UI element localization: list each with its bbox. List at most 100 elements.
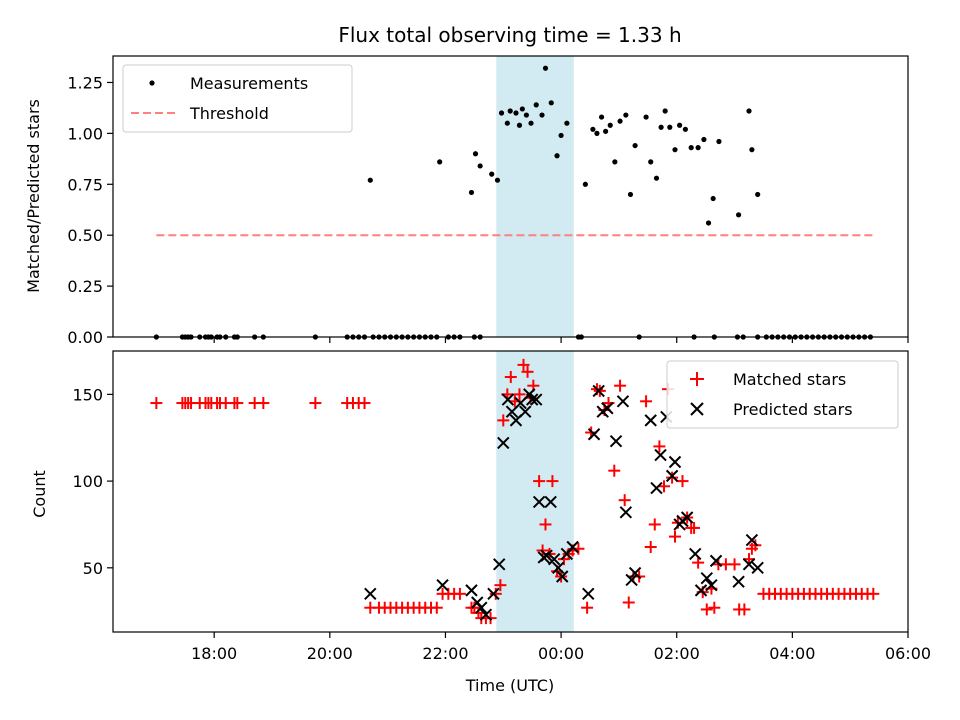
bottom-y-axis-label: Count [30, 470, 49, 518]
predicted-star-point [566, 540, 579, 554]
predicted-star-point [619, 506, 633, 519]
bottom-axes-frame [112, 350, 909, 633]
predicted-star-point [582, 587, 595, 601]
measurement-point [746, 108, 752, 114]
matched-star-point [513, 388, 526, 401]
top-legend-box [122, 64, 353, 133]
predicted-star-point [650, 481, 663, 495]
legend-predicted-label: Predicted stars [733, 400, 853, 419]
predicted-star-point [551, 561, 565, 575]
y-tick-label: 1.25 [67, 73, 103, 92]
measurement-point [548, 100, 554, 106]
predicted-star-point [654, 448, 667, 462]
measurement-point [667, 124, 673, 130]
predicted-star-point [544, 495, 557, 509]
top-x-ticks [213, 337, 909, 343]
predicted-star-point [609, 434, 623, 448]
matched-star-point [614, 379, 627, 392]
matched-star-point [608, 464, 621, 477]
measurement-point [617, 118, 623, 124]
matched-star-point [867, 587, 880, 600]
measurement-point [507, 108, 513, 114]
predicted-star-point [497, 436, 510, 450]
measurement-point [494, 177, 501, 183]
legend-measurements-label: Measurements [190, 74, 308, 93]
predicted-star-point [732, 575, 745, 588]
predicted-star-point [501, 393, 515, 406]
matched-star-point [150, 397, 163, 410]
bottom-panel: 50 100 150 18:00 20:00 22:00 00:00 02:00 04:00 0… [30, 350, 931, 695]
predicted-star-point [364, 587, 377, 601]
measurement-point [498, 110, 505, 116]
measurement-point [468, 189, 475, 196]
x-tick-label: 04:00 [769, 644, 815, 663]
matched-star-point [546, 475, 559, 488]
measurement-point [658, 124, 664, 130]
y-tick-label: 150 [72, 385, 103, 404]
matched-star-point [539, 518, 552, 531]
matched-star-point [640, 395, 653, 408]
matched-star-point [517, 358, 530, 371]
predicted-star-point [556, 570, 569, 583]
measurement-point [648, 159, 654, 165]
matched-star-point [749, 539, 762, 552]
measurement-point [582, 181, 588, 187]
measurement-point [594, 130, 600, 136]
predicted-star-point [530, 393, 543, 406]
matched-star-point [358, 397, 371, 410]
predicted-star-point [616, 395, 630, 408]
measurement-point [662, 108, 668, 114]
measurement-point [528, 120, 534, 126]
measurement-point [653, 175, 660, 181]
predicted-star-point [547, 552, 561, 566]
matched-star-point [453, 587, 466, 600]
matched-star-point [738, 603, 751, 616]
measurement-point [564, 120, 570, 126]
predicted-star-point [540, 549, 553, 562]
legend-threshold-label: Threshold [189, 104, 269, 123]
top-y-ticks: 0.00 0.25 0.50 0.75 1.00 1.25 [67, 73, 113, 347]
measurement-point [533, 102, 539, 108]
x-tick-label: 20:00 [307, 644, 353, 663]
measurement-point [598, 114, 605, 120]
matched-star-point [692, 556, 705, 569]
matched-star-point [618, 494, 631, 507]
predicted-star-point [525, 393, 539, 406]
measurement-point [623, 112, 629, 118]
top-panel: 0.00 0.25 0.50 0.75 1.00 1.25 Matched/Predict… [24, 55, 909, 347]
matched-star-point [676, 475, 689, 488]
top-y-axis-label: Matched/Predicted stars [24, 99, 43, 293]
matched-star-point [504, 371, 517, 384]
predicted-star-point [487, 587, 500, 601]
matched-star-point [658, 480, 671, 493]
matched-star-point [581, 601, 594, 614]
predicted-star-point [436, 578, 449, 592]
legend-predicted-marker [690, 402, 704, 416]
matched-star-point [666, 471, 679, 484]
predicted-star-point [709, 554, 723, 568]
predicted-star-point [587, 428, 601, 441]
predicted-star-point [705, 578, 718, 592]
bottom-x-ticks: 18:00 20:00 22:00 00:00 02:00 04:00 06:00 [191, 632, 931, 663]
x-tick-label: 06:00 [885, 644, 931, 663]
measurement-point [688, 145, 694, 151]
matched-star-point [728, 558, 741, 571]
predicted-star-point [694, 584, 708, 597]
matched-star-point [472, 606, 485, 619]
measurement-point [716, 138, 722, 145]
matched-star-point [521, 365, 534, 378]
measurement-point [735, 212, 742, 218]
legend-measurements-marker [149, 80, 155, 86]
y-tick-label: 100 [72, 472, 103, 491]
measurement-point [472, 151, 479, 157]
predicted-star-point [665, 469, 679, 483]
bottom-y-ticks: 50 100 150 [72, 385, 113, 578]
measurement-point [627, 191, 634, 198]
measurement-point [539, 112, 545, 118]
predicted-star-point [625, 573, 638, 587]
y-tick-label: 0.50 [67, 226, 103, 245]
y-tick-label: 50 [83, 559, 103, 578]
predicted-star-point [680, 511, 694, 524]
measurement-point [710, 195, 716, 202]
